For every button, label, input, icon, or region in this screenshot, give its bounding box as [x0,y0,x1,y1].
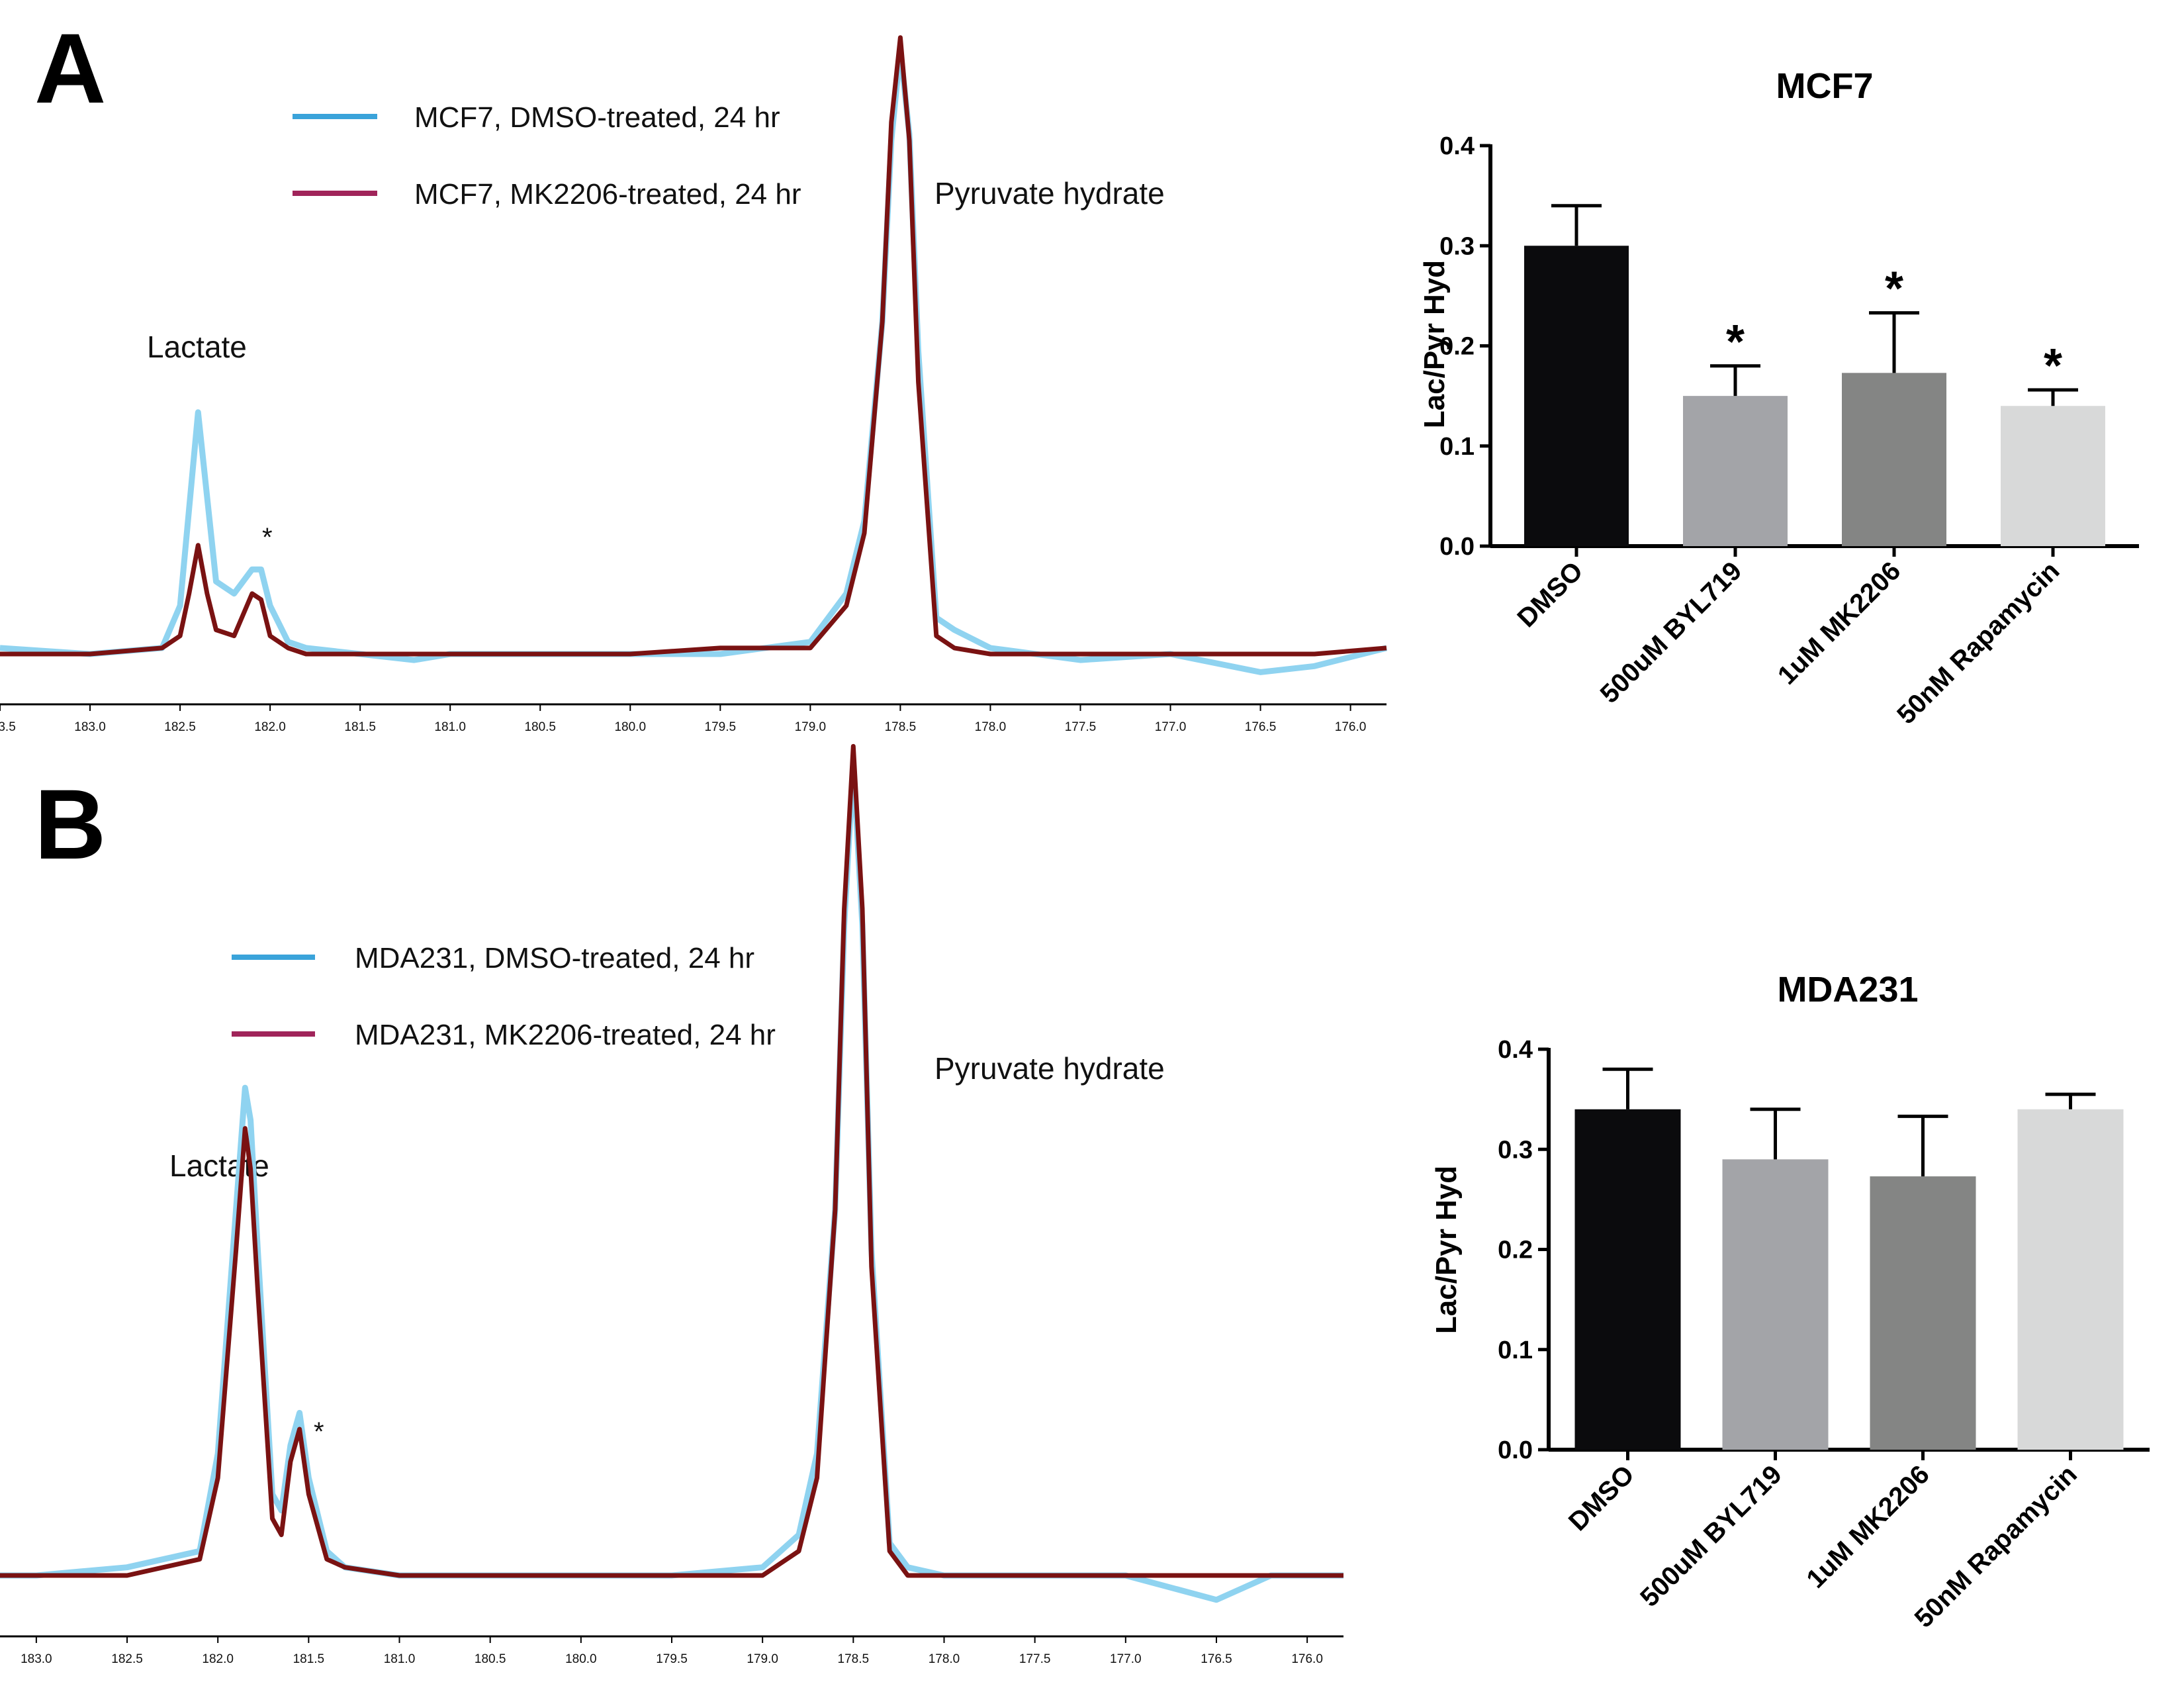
x-tick-label: 176.0 [1335,720,1367,734]
x-ticks-a: 183.5 183.0 182.5 182.0 181.5 181.0 180.5 180.0… [0,704,1366,734]
bar-category-label: DMSO [1512,556,1588,633]
bar-y-tick-label: 0.3 [1439,232,1475,260]
bar-y-tick-label: 0.0 [1439,533,1475,561]
bar-a-3 [2001,406,2105,546]
x-tick-label: 178.0 [929,1652,960,1666]
x-tick-label: 183.0 [74,720,106,734]
bar-a-1 [1683,396,1788,546]
x-tick-label: 180.5 [475,1652,506,1666]
bar-a-0 [1524,246,1629,546]
bar-y-tick-label: 0.1 [1439,433,1475,461]
legend-label-b-mk: MDA231, MK2206-treated, 24 hr [355,1019,776,1051]
bar-category-label: 1uM MK2206 [1772,556,1906,690]
bar-chart-b: MDA231 Lac/Pyr Hyd 0.00.10.20.30.4DMSO50… [1430,970,2150,1633]
x-tick-label: 179.5 [705,720,737,734]
x-tick-label: 183.0 [21,1652,52,1666]
x-tick-label: 180.0 [565,1652,597,1666]
impurity-star-b: * [314,1417,324,1446]
x-tick-label: 179.0 [795,720,827,734]
lactate-label-a: Lactate [147,330,247,364]
x-tick-label: 176.0 [1291,1652,1323,1666]
bar-b-0 [1574,1109,1681,1450]
x-tick-label: 177.0 [1110,1652,1142,1666]
legend-label-a-mk: MCF7, MK2206-treated, 24 hr [414,178,801,211]
significance-star: * [1885,263,1903,316]
spectrum-line-b-mk [0,743,1343,1578]
bar-y-tick-label: 0.1 [1498,1336,1533,1364]
bar-category-label: 50nM Rapamycin [1891,556,2065,729]
significance-star: * [1726,316,1745,369]
bar-ylabel-a: Lac/Pyr Hyd [1418,260,1451,428]
x-tick-label: 179.0 [747,1652,778,1666]
x-tick-label: 178.0 [975,720,1007,734]
x-tick-label: 182.5 [111,1652,143,1666]
x-tick-label: 182.5 [164,720,196,734]
bar-y-tick-label: 0.4 [1498,1036,1533,1064]
x-tick-label: 180.0 [614,720,646,734]
x-tick-label: 176.5 [1201,1652,1232,1666]
bar-category-label: 1uM MK2206 [1801,1460,1934,1593]
bar-ylabel-b: Lac/Pyr Hyd [1430,1166,1463,1334]
x-tick-label: 181.0 [384,1652,416,1666]
legend-label-b-dmso: MDA231, DMSO-treated, 24 hr [355,942,754,974]
x-tick-label: 183.5 [0,720,16,734]
spectrum-b: MDA231, DMSO-treated, 24 hr MDA231, MK22… [0,743,1343,1666]
x-tick-label: 180.5 [524,720,556,734]
panel-letter-a: A [34,13,106,124]
x-tick-label: 179.5 [656,1652,688,1666]
bar-y-tick-label: 0.2 [1498,1237,1533,1264]
x-tick-label: 181.0 [434,720,466,734]
bar-category-label: DMSO [1563,1460,1640,1536]
legend-label-a-dmso: MCF7, DMSO-treated, 24 hr [414,101,780,134]
x-ticks-b: 183.0 182.5 182.0 181.5 181.0 180.5 180.0 179.5… [21,1636,1323,1666]
bar-b-1 [1722,1159,1829,1450]
bar-title-b: MDA231 [1777,970,1918,1009]
bar-y-tick-label: 0.0 [1498,1436,1533,1464]
bar-category-label: 500uM BYL719 [1595,556,1748,709]
x-tick-label: 177.0 [1155,720,1187,734]
x-tick-label: 178.5 [885,720,917,734]
x-tick-label: 182.0 [202,1652,234,1666]
x-tick-label: 178.5 [838,1652,870,1666]
significance-star: * [2044,340,2062,393]
x-tick-label: 176.5 [1245,720,1277,734]
impurity-star-a: * [262,523,273,552]
spectrum-line-a-mk [0,35,1387,657]
bar-y-tick-label: 0.4 [1439,132,1475,160]
bar-category-label: 50nM Rapamycin [1909,1460,2083,1633]
bar-b-3 [2017,1109,2124,1450]
bar-y-tick-label: 0.2 [1439,333,1475,361]
pyruvate-label-b: Pyruvate hydrate [934,1051,1165,1086]
bar-title-a: MCF7 [1776,66,1874,106]
bar-a-2 [1842,373,1946,546]
pyruvate-label-a: Pyruvate hydrate [934,176,1165,211]
panel-letter-b: B [34,769,106,880]
x-tick-label: 181.5 [344,720,376,734]
bar-chart-a: MCF7 Lac/Pyr Hyd 0.0 0.1 0.2 0.3 0.4 DMSO 500u… [1418,66,2139,729]
bar-b-2 [1870,1176,1976,1450]
x-tick-label: 182.0 [254,720,286,734]
x-tick-label: 177.5 [1065,720,1097,734]
bar-y-tick-label: 0.3 [1498,1136,1533,1164]
bar-category-label: 500uM BYL719 [1635,1460,1788,1613]
x-tick-label: 181.5 [293,1652,325,1666]
spectrum-a: MCF7, DMSO-treated, 24 hr MCF7, MK2206-t… [0,35,1388,734]
x-tick-label: 177.5 [1019,1652,1051,1666]
